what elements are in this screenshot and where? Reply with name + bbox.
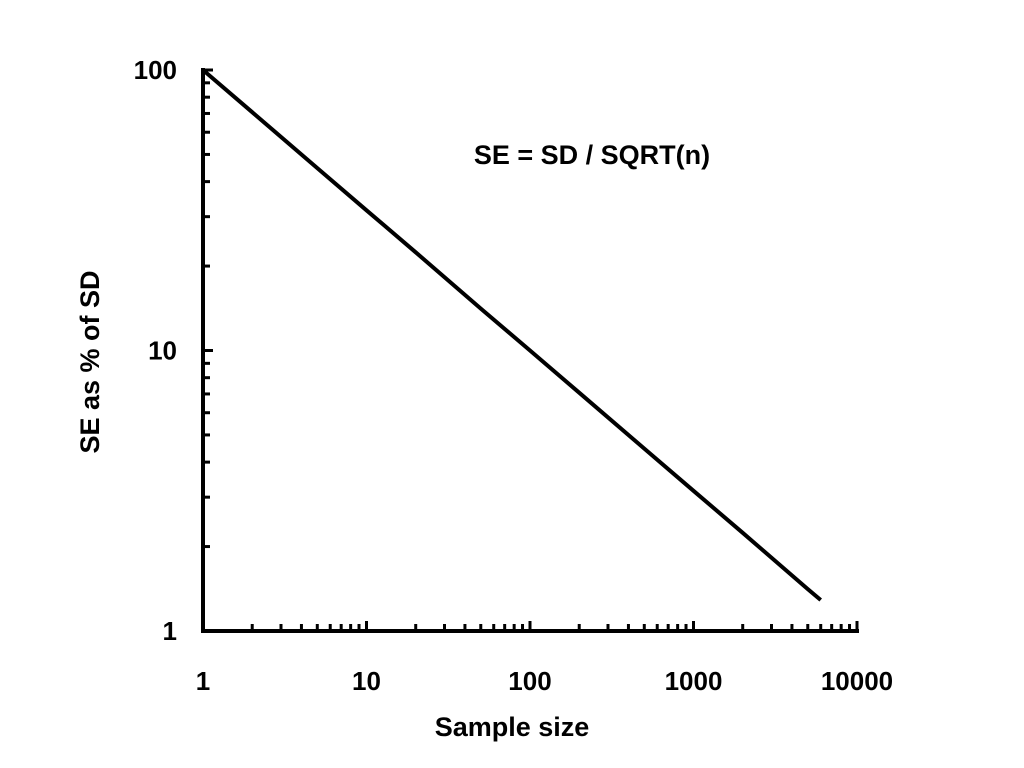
formula-annotation: SE = SD / SQRT(n) xyxy=(474,140,710,170)
y-tick-label: 1 xyxy=(163,616,177,646)
x-axis-label: Sample size xyxy=(435,712,590,742)
y-tick-labels: 1 10 100 xyxy=(134,55,177,646)
series-line xyxy=(201,68,822,602)
x-minor-ticks xyxy=(201,621,859,631)
y-axis-label: SE as % of SD xyxy=(75,270,105,453)
x-tick-label: 100 xyxy=(508,666,551,696)
x-tick-label: 10000 xyxy=(821,666,893,696)
y-minor-ticks xyxy=(203,68,213,633)
x-tick-label: 1000 xyxy=(665,666,723,696)
series-layer xyxy=(201,68,822,602)
x-tick-labels: 1 10 100 1000 10000 xyxy=(196,666,893,696)
y-tick-label: 10 xyxy=(148,336,177,366)
y-tick-label: 100 xyxy=(134,55,177,85)
x-tick-label: 10 xyxy=(352,666,381,696)
x-tick-label: 1 xyxy=(196,666,210,696)
